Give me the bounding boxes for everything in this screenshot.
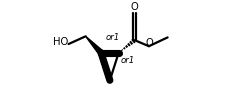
Text: or1: or1 xyxy=(120,56,135,65)
Text: HO: HO xyxy=(53,37,69,47)
Polygon shape xyxy=(86,36,103,55)
Text: O: O xyxy=(146,38,153,48)
Text: O: O xyxy=(131,2,139,12)
Text: or1: or1 xyxy=(106,33,120,42)
